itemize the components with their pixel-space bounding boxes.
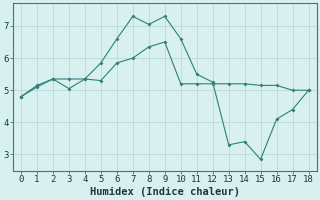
X-axis label: Humidex (Indice chaleur): Humidex (Indice chaleur) <box>90 186 240 197</box>
